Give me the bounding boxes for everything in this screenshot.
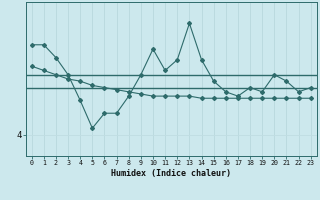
X-axis label: Humidex (Indice chaleur): Humidex (Indice chaleur): [111, 169, 231, 178]
